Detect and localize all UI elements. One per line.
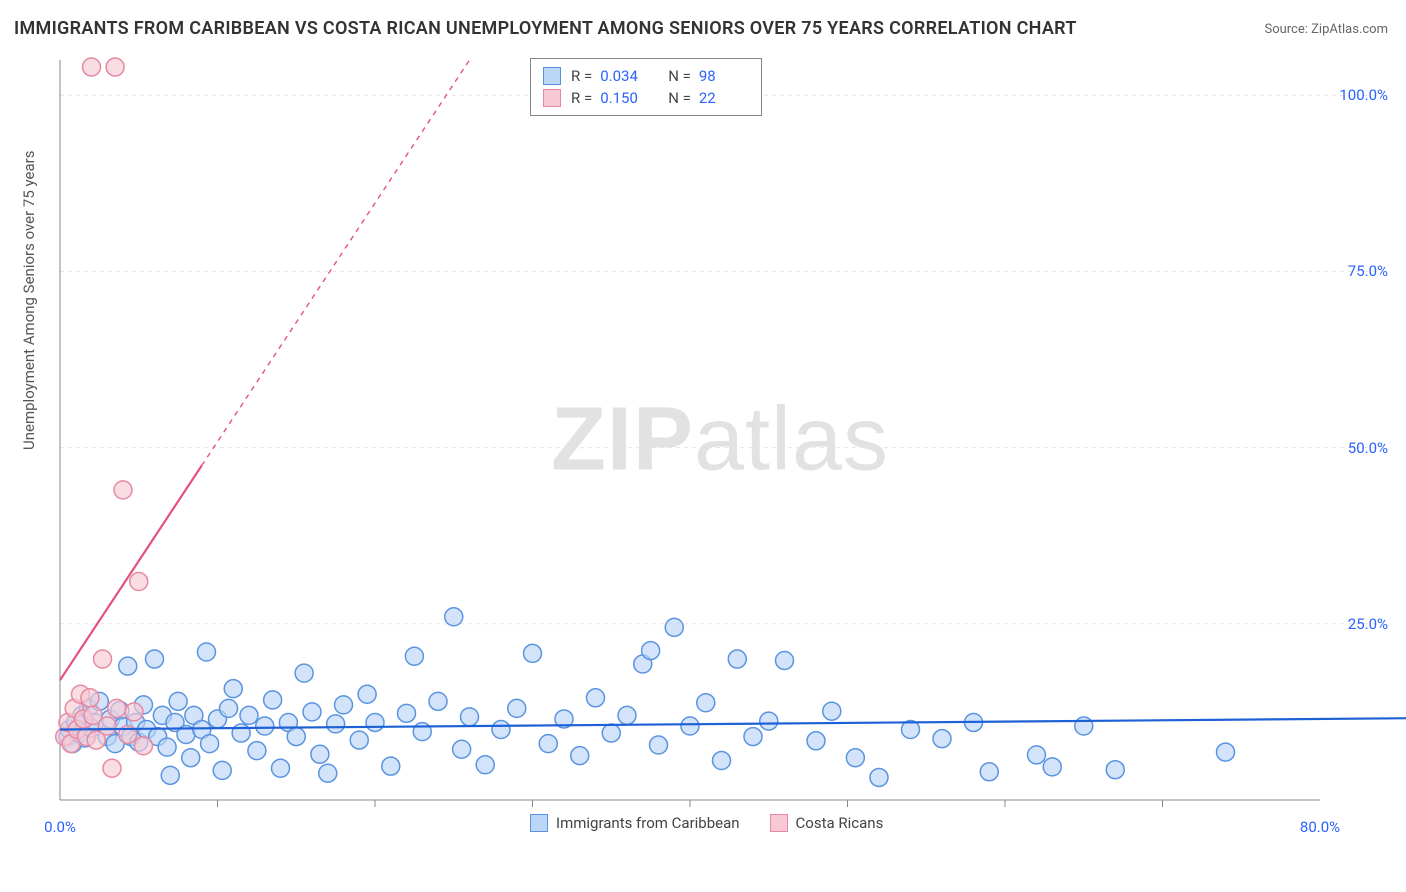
y-tick-label: 25.0%: [1348, 615, 1388, 633]
y-tick-label: 75.0%: [1348, 262, 1388, 280]
source-attribution: Source: ZipAtlas.com: [1264, 22, 1388, 37]
series-swatch: [770, 814, 788, 832]
x-tick-label: 80.0%: [1300, 818, 1340, 836]
y-tick-label: 100.0%: [1339, 86, 1388, 104]
legend-label: Costa Ricans: [796, 814, 884, 832]
series-swatch: [543, 67, 561, 85]
x-tick-label: 0.0%: [44, 818, 76, 836]
stat-r-label: R =: [571, 89, 592, 107]
legend: Immigrants from Caribbean Costa Ricans: [530, 814, 883, 832]
y-tick-label: 50.0%: [1348, 439, 1388, 457]
series-swatch: [530, 814, 548, 832]
stat-r-value: 0.150: [600, 89, 650, 107]
source-name: ZipAtlas.com: [1311, 22, 1388, 37]
series-swatch: [543, 89, 561, 107]
stat-n-value: 22: [699, 89, 749, 107]
y-axis-label: Unemployment Among Seniors over 75 years: [20, 151, 38, 450]
stat-row: R = 0.150 N = 22: [543, 87, 749, 109]
chart-svg: [50, 50, 1390, 840]
stat-n-label: N =: [668, 67, 691, 85]
legend-item: Immigrants from Caribbean: [530, 814, 740, 832]
source-prefix: Source:: [1264, 22, 1311, 37]
stat-r-value: 0.034: [600, 67, 650, 85]
correlation-stat-box: R = 0.034 N = 98 R = 0.150 N = 22: [530, 58, 762, 116]
legend-label: Immigrants from Caribbean: [556, 814, 740, 832]
chart-plot-area: ZIPatlas 25.0%50.0%75.0%100.0%0.0%80.0%R…: [50, 50, 1390, 840]
stat-n-label: N =: [668, 89, 691, 107]
legend-item: Costa Ricans: [770, 814, 884, 832]
stat-row: R = 0.034 N = 98: [543, 65, 749, 87]
stat-r-label: R =: [571, 67, 592, 85]
stat-n-value: 98: [699, 67, 749, 85]
chart-title: IMMIGRANTS FROM CARIBBEAN VS COSTA RICAN…: [14, 18, 1077, 39]
